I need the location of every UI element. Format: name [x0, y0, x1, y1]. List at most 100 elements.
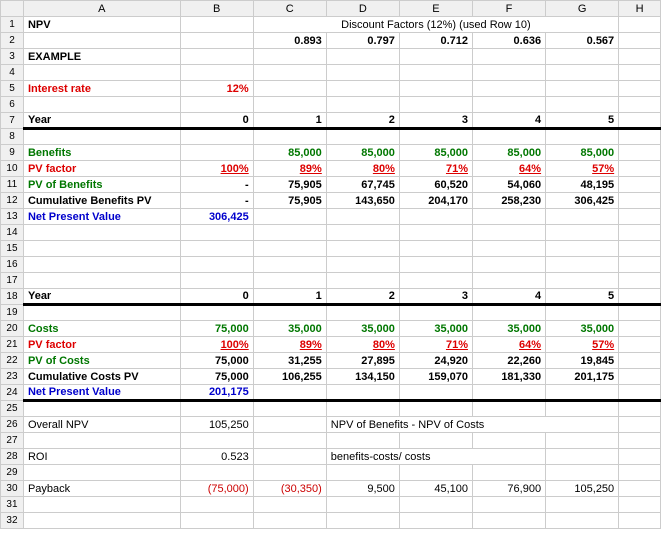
row-header-31[interactable]: 31	[1, 497, 24, 513]
cell-H9[interactable]	[619, 145, 661, 161]
cell-A8[interactable]	[23, 129, 180, 145]
col-C[interactable]: C	[253, 1, 326, 17]
cell-G3[interactable]	[546, 49, 619, 65]
row-header-5[interactable]: 5	[1, 81, 24, 97]
cell-A21[interactable]: PV factor	[23, 337, 180, 353]
cell-C14[interactable]	[253, 225, 326, 241]
cell-B17[interactable]	[180, 273, 253, 289]
cell-H25[interactable]	[619, 401, 661, 417]
cell-E5[interactable]	[399, 81, 472, 97]
row-header-14[interactable]: 14	[1, 225, 24, 241]
row-header-28[interactable]: 28	[1, 449, 24, 465]
cell-A18[interactable]: Year	[23, 289, 180, 305]
cell-A9[interactable]: Benefits	[23, 145, 180, 161]
cell-D25[interactable]	[326, 401, 399, 417]
cell-H7[interactable]	[619, 113, 661, 129]
cell-G30[interactable]: 105,250	[546, 481, 619, 497]
cell-A31[interactable]	[23, 497, 180, 513]
row-header-9[interactable]: 9	[1, 145, 24, 161]
cell-A3[interactable]: EXAMPLE	[23, 49, 180, 65]
row-header-16[interactable]: 16	[1, 257, 24, 273]
cell-D3[interactable]	[326, 49, 399, 65]
cell-D23[interactable]: 134,150	[326, 369, 399, 385]
cell-D28[interactable]: benefits-costs/ costs	[326, 449, 545, 465]
cell-G31[interactable]	[546, 497, 619, 513]
cell-H21[interactable]	[619, 337, 661, 353]
cell-H11[interactable]	[619, 177, 661, 193]
cell-D24[interactable]	[326, 385, 399, 401]
cell-A14[interactable]	[23, 225, 180, 241]
cell-D9[interactable]: 85,000	[326, 145, 399, 161]
cell-B27[interactable]	[180, 433, 253, 449]
cell-B18[interactable]: 0	[180, 289, 253, 305]
cell-B19[interactable]	[180, 305, 253, 321]
cell-A15[interactable]	[23, 241, 180, 257]
cell-B16[interactable]	[180, 257, 253, 273]
cell-A19[interactable]	[23, 305, 180, 321]
cell-G22[interactable]: 19,845	[546, 353, 619, 369]
cell-D11[interactable]: 67,745	[326, 177, 399, 193]
cell-C2[interactable]: 0.893	[253, 33, 326, 49]
cell-H26[interactable]	[619, 417, 661, 433]
cell-E7[interactable]: 3	[399, 113, 472, 129]
cell-H20[interactable]	[619, 321, 661, 337]
cell-H6[interactable]	[619, 97, 661, 113]
cell-G28[interactable]	[546, 449, 619, 465]
cell-A28[interactable]: ROI	[23, 449, 180, 465]
cell-D12[interactable]: 143,650	[326, 193, 399, 209]
cell-H5[interactable]	[619, 81, 661, 97]
cell-G8[interactable]	[546, 129, 619, 145]
cell-F14[interactable]	[472, 225, 545, 241]
cell-H30[interactable]	[619, 481, 661, 497]
cell-G32[interactable]	[546, 513, 619, 529]
cell-E24[interactable]	[399, 385, 472, 401]
col-E[interactable]: E	[399, 1, 472, 17]
cell-G6[interactable]	[546, 97, 619, 113]
cell-F30[interactable]: 76,900	[472, 481, 545, 497]
cell-G9[interactable]: 85,000	[546, 145, 619, 161]
cell-F17[interactable]	[472, 273, 545, 289]
cell-C28[interactable]	[253, 449, 326, 465]
cell-C22[interactable]: 31,255	[253, 353, 326, 369]
cell-B8[interactable]	[180, 129, 253, 145]
row-header-26[interactable]: 26	[1, 417, 24, 433]
cell-A11[interactable]: PV of Benefits	[23, 177, 180, 193]
cell-G12[interactable]: 306,425	[546, 193, 619, 209]
col-B[interactable]: B	[180, 1, 253, 17]
cell-C25[interactable]	[253, 401, 326, 417]
cell-D26[interactable]: NPV of Benefits - NPV of Costs	[326, 417, 618, 433]
cell-A24[interactable]: Net Present Value	[23, 385, 180, 401]
cell-C12[interactable]: 75,905	[253, 193, 326, 209]
row-header-13[interactable]: 13	[1, 209, 24, 225]
cell-E29[interactable]	[399, 465, 472, 481]
cell-C21[interactable]: 89%	[253, 337, 326, 353]
cell-E6[interactable]	[399, 97, 472, 113]
cell-A6[interactable]	[23, 97, 180, 113]
cell-G16[interactable]	[546, 257, 619, 273]
cell-F6[interactable]	[472, 97, 545, 113]
cell-H19[interactable]	[619, 305, 661, 321]
cell-D6[interactable]	[326, 97, 399, 113]
row-header-23[interactable]: 23	[1, 369, 24, 385]
cell-B12[interactable]: -	[180, 193, 253, 209]
cell-G20[interactable]: 35,000	[546, 321, 619, 337]
col-H[interactable]: H	[619, 1, 661, 17]
cell-D16[interactable]	[326, 257, 399, 273]
cell-E22[interactable]: 24,920	[399, 353, 472, 369]
cell-G4[interactable]	[546, 65, 619, 81]
cell-F11[interactable]: 54,060	[472, 177, 545, 193]
cell-F19[interactable]	[472, 305, 545, 321]
cell-H32[interactable]	[619, 513, 661, 529]
cell-D15[interactable]	[326, 241, 399, 257]
cell-F24[interactable]	[472, 385, 545, 401]
cell-A22[interactable]: PV of Costs	[23, 353, 180, 369]
cell-B31[interactable]	[180, 497, 253, 513]
cell-D2[interactable]: 0.797	[326, 33, 399, 49]
cell-C20[interactable]: 35,000	[253, 321, 326, 337]
cell-G7[interactable]: 5	[546, 113, 619, 129]
cell-B26[interactable]: 105,250	[180, 417, 253, 433]
cell-F8[interactable]	[472, 129, 545, 145]
cell-H24[interactable]	[619, 385, 661, 401]
cell-A26[interactable]: Overall NPV	[23, 417, 180, 433]
cell-D14[interactable]	[326, 225, 399, 241]
